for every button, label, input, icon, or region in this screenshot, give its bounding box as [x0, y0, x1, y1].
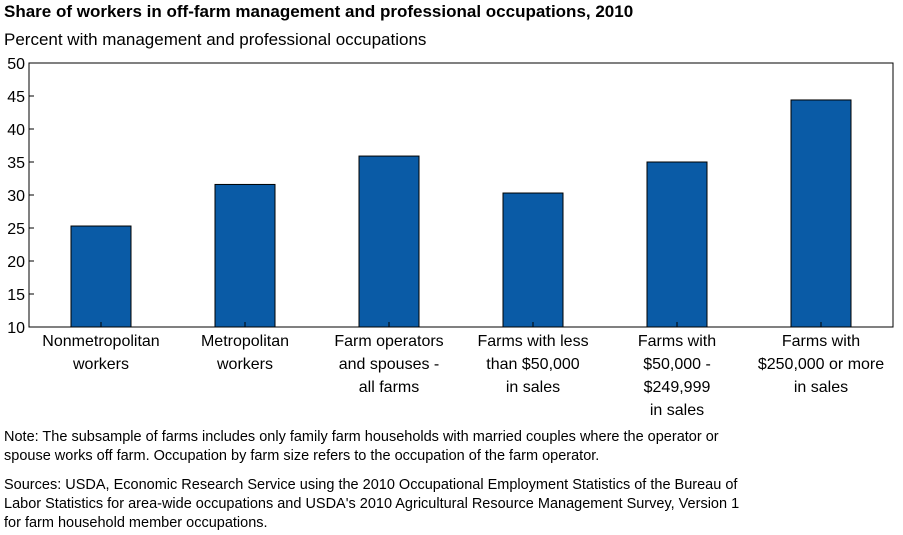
bar: [358, 155, 420, 328]
y-tick-label: 20: [7, 254, 25, 271]
bar: [502, 192, 564, 328]
x-tick-label-line: Farms with less: [477, 333, 588, 350]
chart-title: Share of workers in off-farm management …: [4, 2, 634, 21]
y-tick-label: 25: [7, 221, 25, 238]
sources-line: Sources: USDA, Economic Research Service…: [4, 477, 738, 493]
x-tick-label-line: than $50,000: [486, 356, 580, 373]
x-tick-label-line: all farms: [359, 379, 419, 396]
bar-chart: 10 15 20 25 30 35 40 45 50 Nonmetropolitan workers…: [7, 56, 894, 419]
x-tick-label: Farm operators and spouses - all farms: [334, 333, 443, 396]
x-tick-label-line: $250,000 or more: [758, 356, 884, 373]
y-tick-label: 15: [7, 287, 25, 304]
x-tick-label-line: workers: [72, 356, 129, 373]
x-tick-label: Metropolitan workers: [201, 333, 289, 373]
chart-note: Note: The subsample of farms includes on…: [4, 428, 894, 466]
bar: [646, 161, 708, 328]
sources-line: Labor Statistics for area-wide occupatio…: [4, 496, 740, 512]
x-tick-label-line: in sales: [794, 379, 848, 396]
y-tick-label: 50: [7, 56, 25, 73]
y-tick-label: 35: [7, 155, 25, 172]
x-tick-label-line: Metropolitan: [201, 333, 289, 350]
chart-subtitle: Percent with management and professional…: [4, 30, 427, 49]
x-tick-label-line: Farms with: [782, 333, 860, 350]
note-line: Note: The subsample of farms includes on…: [4, 429, 719, 445]
x-tick-label-line: in sales: [650, 402, 704, 419]
x-tick-label-line: Farms with: [638, 333, 716, 350]
x-tick-label-line: $50,000 -: [643, 356, 711, 373]
x-tick-label: Farms with $250,000 or more in sales: [758, 333, 884, 396]
bar: [214, 183, 276, 328]
plot-frame: [28, 62, 894, 328]
y-tick-label: 45: [7, 89, 25, 106]
y-tick-label: 40: [7, 122, 25, 139]
bar: [790, 99, 852, 328]
chart-sources: Sources: USDA, Economic Research Service…: [4, 476, 894, 533]
x-tick-label: Farms with less than $50,000 in sales: [477, 333, 588, 396]
x-tick-label-line: and spouses -: [339, 356, 440, 373]
note-line: spouse works off farm. Occupation by far…: [4, 448, 600, 464]
bar: [70, 225, 132, 328]
y-tick-label: 30: [7, 188, 25, 205]
x-tick-label: Farms with $50,000 - $249,999 in sales: [638, 333, 716, 419]
x-tick-label-line: $249,999: [644, 379, 711, 396]
x-tick-label-line: in sales: [506, 379, 560, 396]
x-tick-label-line: Farm operators: [334, 333, 443, 350]
x-tick-label: Nonmetropolitan workers: [42, 333, 159, 373]
x-tick-label-line: Nonmetropolitan: [42, 333, 159, 350]
sources-line: for farm household member occupations.: [4, 515, 268, 531]
y-tick-label: 10: [7, 320, 25, 337]
x-tick-label-line: workers: [216, 356, 273, 373]
